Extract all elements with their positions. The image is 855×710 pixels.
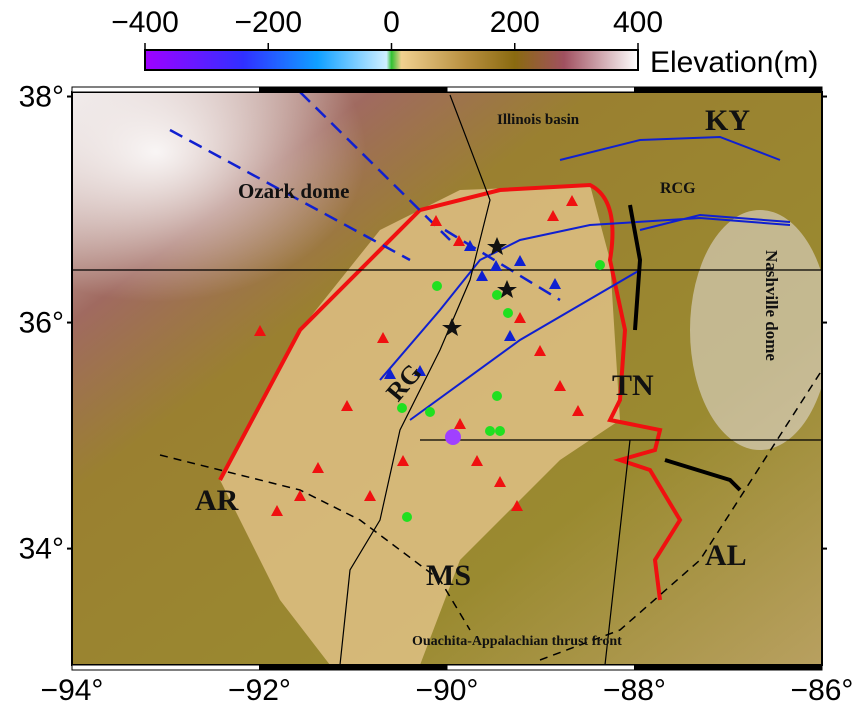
colorbar-tick-label: 0 <box>383 6 400 39</box>
map-label: TN <box>612 369 654 402</box>
lon-label: −94° <box>41 674 104 707</box>
colorbar-tick-label: −200 <box>234 6 302 39</box>
map-label: Illinois basin <box>497 112 580 128</box>
map-body: Illinois basin KY RCG Ozark dome Nashvil… <box>72 92 830 665</box>
frame-band <box>447 665 635 670</box>
map-label: RCG <box>660 180 696 197</box>
map-figure: Elevation(m) Illinois basin KY RCG Ozark… <box>0 0 855 710</box>
map-label: AR <box>195 484 239 517</box>
lat-label: 36° <box>19 307 64 340</box>
lon-label: −88° <box>603 674 666 707</box>
lat-label: 38° <box>19 81 64 114</box>
lat-label: 34° <box>19 533 64 566</box>
lon-label: −86° <box>791 674 854 707</box>
frame-band <box>72 87 260 92</box>
map-label: Nashville dome <box>762 250 781 361</box>
map-label: Ouachita-Appalachian thrust front <box>412 634 622 649</box>
colorbar-tick-label: 400 <box>613 6 663 39</box>
map-label: AL <box>705 539 747 572</box>
colorbar-tick-label: −400 <box>111 6 179 39</box>
lon-label: −92° <box>228 674 291 707</box>
colorbar-label: Elevation(m) <box>650 46 818 79</box>
colorbar <box>145 50 638 70</box>
frame-band <box>260 665 448 670</box>
frame-band <box>635 665 823 670</box>
frame-band <box>260 87 448 92</box>
map-label: MS <box>426 559 471 592</box>
lon-label: −90° <box>416 674 479 707</box>
frame-band <box>72 665 260 670</box>
map-label: Ozark dome <box>238 179 349 203</box>
frame-band <box>447 87 635 92</box>
colorbar-tick-label: 200 <box>490 6 540 39</box>
frame-band <box>635 87 823 92</box>
map-label: KY <box>705 104 750 137</box>
